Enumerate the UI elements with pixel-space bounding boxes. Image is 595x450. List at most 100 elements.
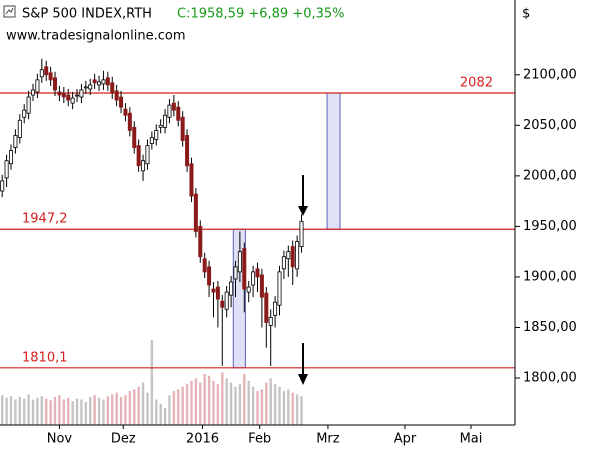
volume-bar	[1, 395, 4, 425]
candle-body	[167, 104, 172, 118]
candle-body	[224, 291, 229, 310]
y-tick-label: 2000,00	[523, 168, 577, 183]
volume-bar	[36, 397, 39, 425]
level-label: 1947,2	[22, 212, 68, 227]
candle-body	[163, 114, 168, 128]
candle-body	[39, 69, 44, 78]
volume-bar	[273, 384, 277, 425]
symbol-icon	[3, 5, 16, 18]
volume-bar	[181, 386, 184, 425]
volume-bar	[203, 374, 206, 425]
candle-body	[229, 281, 234, 296]
y-tick-label: 1800,00	[523, 371, 577, 386]
candle-body	[79, 89, 84, 98]
y-unit: $	[522, 7, 530, 22]
volume-bar	[300, 396, 303, 425]
candle-body	[202, 258, 207, 273]
x-tick-label: Dez	[111, 432, 136, 447]
y-tick-label: 2050,00	[523, 118, 577, 133]
volume-bar	[141, 382, 145, 425]
candle-body	[53, 77, 58, 91]
volume-bar	[133, 389, 136, 425]
volume-bar	[150, 340, 154, 425]
volume-bar	[84, 402, 88, 425]
candle-body	[145, 145, 150, 165]
volume-bar	[295, 394, 299, 425]
y-tick-label: 1950,00	[523, 219, 577, 234]
candle-body	[17, 119, 22, 138]
volume-bar	[212, 380, 215, 425]
candle-body	[193, 193, 198, 232]
candle-body	[207, 266, 212, 286]
candle-body	[101, 79, 106, 85]
symbol-icon-line	[5, 7, 14, 15]
candle-body	[198, 225, 203, 258]
candle-body	[48, 72, 53, 81]
volume-bar	[14, 399, 17, 425]
candle-body	[119, 96, 124, 108]
volume-bar	[225, 378, 228, 425]
volume-bar	[58, 395, 61, 425]
volume-bar	[282, 391, 286, 425]
candle-body	[242, 248, 247, 290]
candle-body	[123, 108, 128, 116]
candle-body	[132, 126, 137, 148]
volume-bar	[5, 397, 8, 425]
candle-body	[211, 288, 216, 293]
volume-bar	[207, 375, 211, 425]
candle-body	[295, 241, 300, 270]
candle-body	[246, 286, 251, 293]
target-box	[326, 92, 341, 230]
candle-body	[189, 163, 194, 197]
candle-body	[9, 150, 14, 165]
volume-bar	[269, 378, 272, 425]
candle-body	[176, 106, 181, 121]
candle-body	[237, 251, 242, 273]
volume-bar	[137, 386, 140, 425]
candle-body	[149, 137, 154, 144]
volume-bar	[53, 396, 57, 425]
volume-bar	[93, 395, 96, 425]
volume-bar	[45, 398, 48, 425]
candle-body	[4, 160, 9, 179]
volume-bar	[49, 400, 52, 425]
candle-body	[171, 102, 176, 111]
x-tick-label: Mrz	[316, 432, 340, 447]
x-tick-label: Mai	[460, 432, 483, 447]
candle-body	[83, 86, 88, 89]
volume-bar	[291, 392, 294, 425]
volume-bar	[102, 399, 105, 425]
level-label: 1810,1	[22, 350, 68, 365]
volume-bar	[80, 399, 83, 425]
candle-body	[277, 271, 282, 306]
volume-bar	[238, 384, 242, 425]
volume-bar	[9, 396, 13, 425]
candle-body	[286, 251, 291, 260]
volume-bar	[18, 396, 22, 425]
volume-bar	[247, 380, 250, 425]
candle-body	[251, 271, 256, 286]
volume-bar	[23, 398, 26, 425]
candle-body	[35, 79, 40, 93]
y-tick-label: 1850,00	[523, 320, 577, 335]
volume-bar	[106, 396, 110, 425]
candle-body	[57, 91, 62, 96]
candle-body	[97, 81, 102, 86]
candle-body	[88, 84, 93, 90]
volume-bar	[177, 389, 180, 425]
volume-bar	[172, 391, 176, 425]
volume-bar	[287, 389, 290, 425]
volume-bar	[243, 374, 246, 425]
candle-body	[180, 116, 185, 141]
volume-bar	[40, 396, 44, 425]
candle-body	[273, 301, 278, 316]
candle-body	[31, 89, 36, 96]
candle-body	[105, 77, 110, 86]
candle-body	[75, 94, 80, 97]
candle-body	[259, 274, 264, 298]
candle-body	[127, 112, 132, 131]
candle-body	[13, 135, 18, 148]
y-tick-label: 1900,00	[523, 269, 577, 284]
candle-body	[110, 82, 115, 94]
